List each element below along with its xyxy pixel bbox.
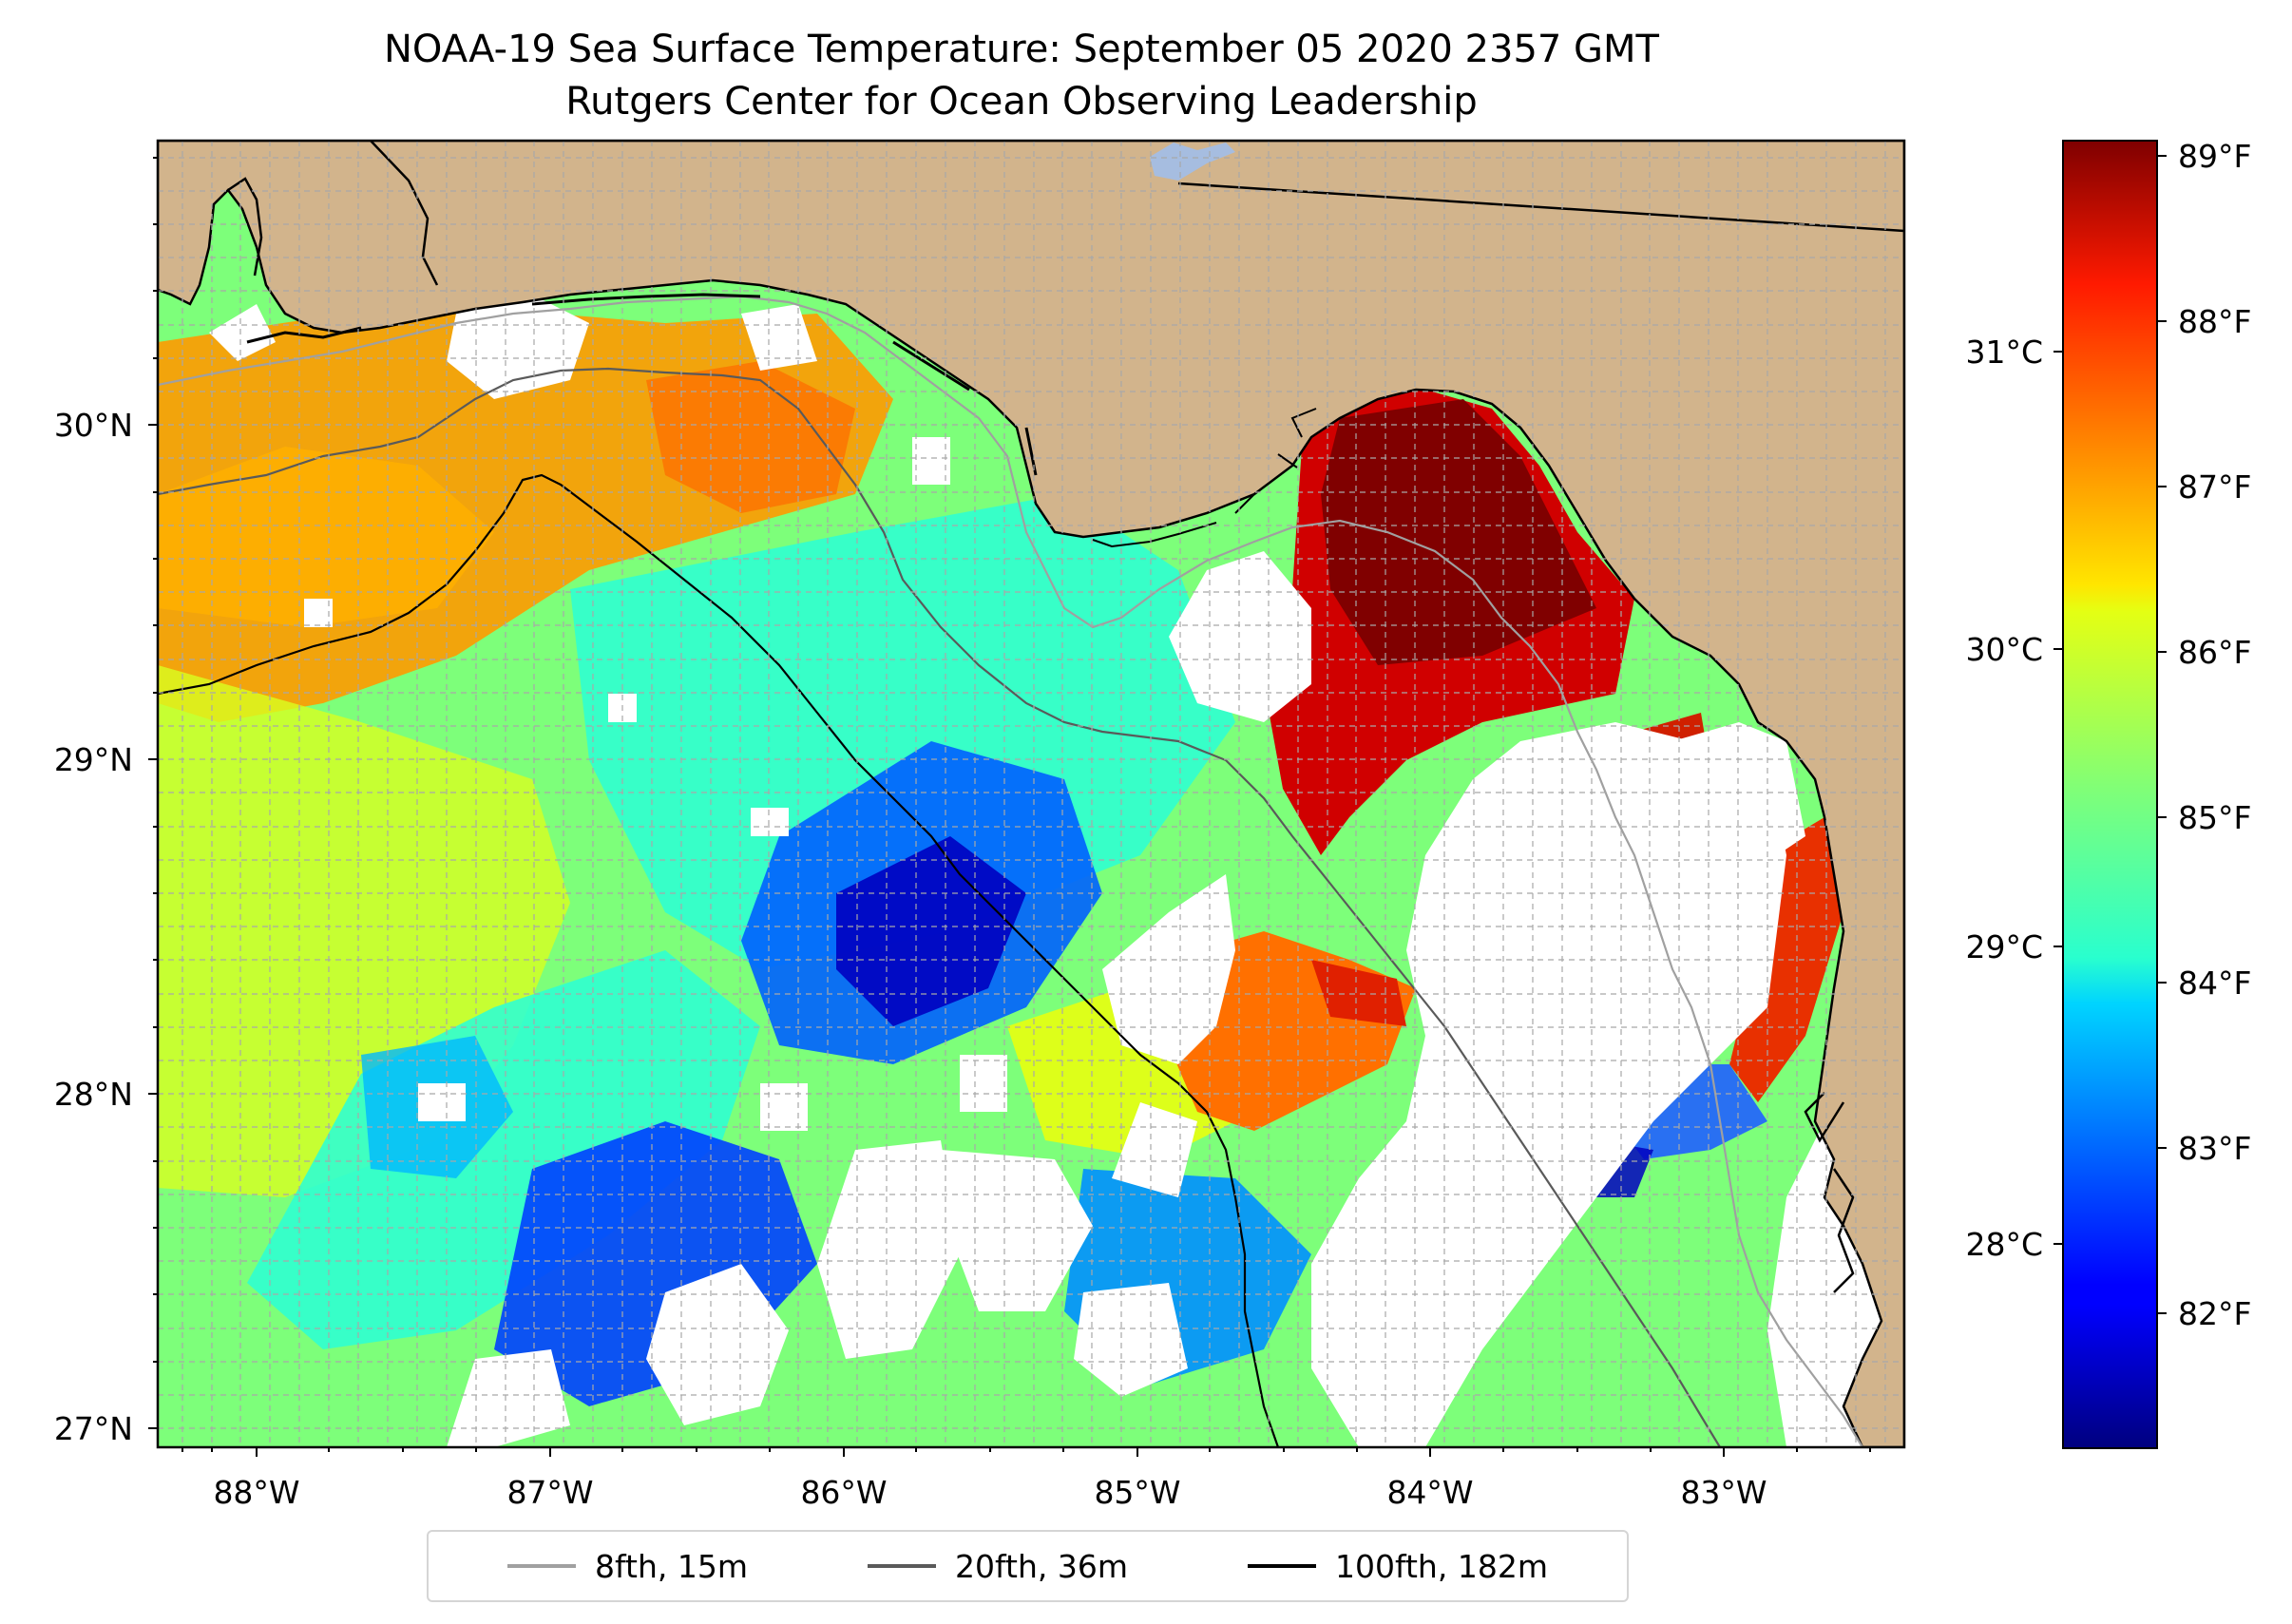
lake-seminole (1150, 143, 1235, 181)
lat-label-30n: 30°N (54, 407, 133, 444)
lon-tick-marks (181, 1447, 1871, 1457)
gridlines (158, 141, 1904, 1447)
lon-label-86w: 86°W (800, 1474, 887, 1511)
colorbar: 89°F 88°F 87°F 86°F 85°F 84°F 83°F 82°F … (1965, 138, 2251, 1449)
colorbar-label-86f: 86°F (2178, 634, 2251, 671)
colorbar-f-ticks (2157, 155, 2167, 1314)
colorbar-label-30c: 30°C (1965, 631, 2043, 668)
lat-label-27n: 27°N (54, 1410, 133, 1447)
lat-label-29n: 29°N (54, 741, 133, 778)
coast-islands-bigbend (1092, 408, 1317, 548)
colorbar-label-83f: 83°F (2178, 1130, 2251, 1167)
colorbar-label-88f: 88°F (2178, 303, 2251, 340)
title-line-1: NOAA-19 Sea Surface Temperature: Septemb… (384, 28, 1660, 71)
legend-line-100fth (1247, 1564, 1316, 1568)
contour-20fth (158, 367, 1721, 1447)
sst-cyan-south (247, 950, 760, 1349)
sst-hot-bigbend-core (1321, 399, 1596, 665)
map-frame (156, 139, 1906, 1449)
land-mobile-bay-edge (227, 177, 263, 277)
state-border-alabama (370, 141, 439, 286)
legend-label-8fth: 8fth, 15m (594, 1547, 748, 1585)
map-area[interactable] (158, 141, 1904, 1447)
sst-warm-band-inner (646, 361, 855, 513)
colorbar-label-85f: 85°F (2178, 799, 2251, 836)
title-line-2: Rutgers Center for Ocean Observing Leade… (565, 80, 1478, 124)
lon-label-88w: 88°W (213, 1474, 299, 1511)
lon-label-85w: 85°W (1094, 1474, 1180, 1511)
contour-8fth (158, 295, 1863, 1447)
legend-item-20fth: 20fth, 36m (867, 1547, 1128, 1585)
colorbar-label-28c: 28°C (1965, 1226, 2043, 1263)
lon-label-83w: 83°W (1680, 1474, 1767, 1511)
legend-label-100fth: 100fth, 182m (1334, 1547, 1548, 1585)
coast-islands-panhandle (246, 293, 1038, 476)
lon-label-87w: 87°W (506, 1474, 593, 1511)
lat-label-28n: 28°N (54, 1076, 133, 1113)
colorbar-label-29c: 29°C (1965, 928, 2043, 965)
colorbar-label-87f: 87°F (2178, 468, 2251, 506)
colorbar-c-ticks (2053, 351, 2063, 1245)
colorbar-label-84f: 84°F (2178, 965, 2251, 1002)
lon-label-84w: 84°W (1386, 1474, 1473, 1511)
colorbar-label-31c: 31°C (1965, 334, 2043, 371)
sst-darkblue-patch (836, 836, 1026, 1026)
colorbar-label-82f: 82°F (2178, 1295, 2251, 1332)
contour-100fth (158, 473, 1280, 1447)
sst-red-tampa-coast (1311, 960, 1406, 1026)
colorbar-gradient (2062, 140, 2158, 1449)
coast-charlotte-harbor (1804, 1092, 1855, 1293)
legend-item-100fth: 100fth, 182m (1247, 1547, 1548, 1585)
legend-line-20fth (867, 1564, 936, 1568)
legend-line-8fth (506, 1564, 576, 1568)
legend-label-20fth: 20fth, 36m (954, 1547, 1128, 1585)
legend-item-8fth: 8fth, 15m (506, 1547, 748, 1585)
colorbar-label-89f: 89°F (2178, 138, 2251, 175)
lat-tick-marks (148, 157, 158, 1429)
contour-legend: 8fth, 15m 20fth, 36m 100fth, 182m (427, 1530, 1629, 1602)
sst-hot-swfl (1729, 817, 1843, 1102)
